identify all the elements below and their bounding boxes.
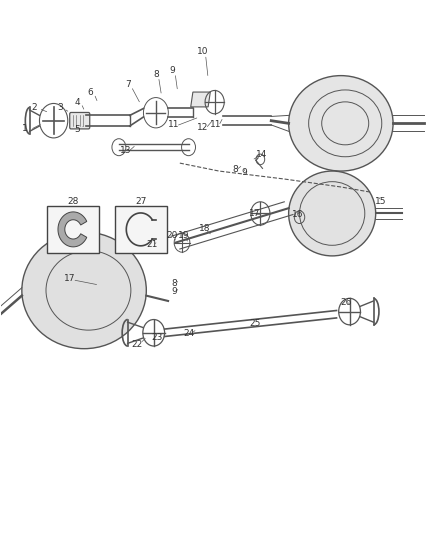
Text: 28: 28 — [67, 197, 79, 206]
Text: 20: 20 — [166, 231, 178, 240]
Text: 9: 9 — [172, 287, 177, 296]
Ellipse shape — [289, 171, 376, 256]
Text: 17: 17 — [249, 209, 261, 218]
Ellipse shape — [22, 232, 146, 349]
Text: 22: 22 — [131, 340, 143, 349]
Text: 23: 23 — [152, 333, 163, 342]
Text: 24: 24 — [184, 329, 195, 338]
Text: 8: 8 — [153, 70, 159, 79]
Text: 21: 21 — [147, 240, 158, 249]
Text: 10: 10 — [197, 47, 208, 56]
Bar — [47, 206, 99, 253]
Text: 6: 6 — [88, 88, 93, 97]
Text: 15: 15 — [375, 197, 387, 206]
Bar — [115, 206, 167, 253]
Text: 3: 3 — [57, 103, 63, 112]
Polygon shape — [58, 212, 87, 247]
Text: 2: 2 — [31, 103, 37, 112]
Text: 26: 26 — [340, 298, 352, 307]
FancyBboxPatch shape — [70, 112, 90, 129]
Text: 11: 11 — [210, 120, 222, 129]
Text: 25: 25 — [249, 319, 260, 328]
Text: 7: 7 — [125, 80, 131, 89]
Text: 12: 12 — [197, 123, 208, 132]
Text: 14: 14 — [256, 150, 267, 159]
Text: 18: 18 — [199, 224, 211, 233]
Text: 27: 27 — [136, 197, 147, 206]
Text: 8: 8 — [232, 165, 238, 174]
Ellipse shape — [289, 76, 393, 171]
Text: 8: 8 — [172, 279, 177, 288]
Text: 9: 9 — [241, 167, 247, 176]
Text: 17: 17 — [64, 274, 76, 283]
Text: 13: 13 — [120, 147, 131, 156]
Text: 5: 5 — [74, 125, 81, 134]
Text: 4: 4 — [75, 98, 80, 107]
Text: 9: 9 — [170, 66, 175, 75]
Polygon shape — [191, 92, 210, 107]
Text: 19: 19 — [177, 231, 189, 240]
Text: 1: 1 — [22, 124, 28, 133]
Text: 11: 11 — [168, 120, 179, 129]
Text: 16: 16 — [292, 210, 303, 219]
